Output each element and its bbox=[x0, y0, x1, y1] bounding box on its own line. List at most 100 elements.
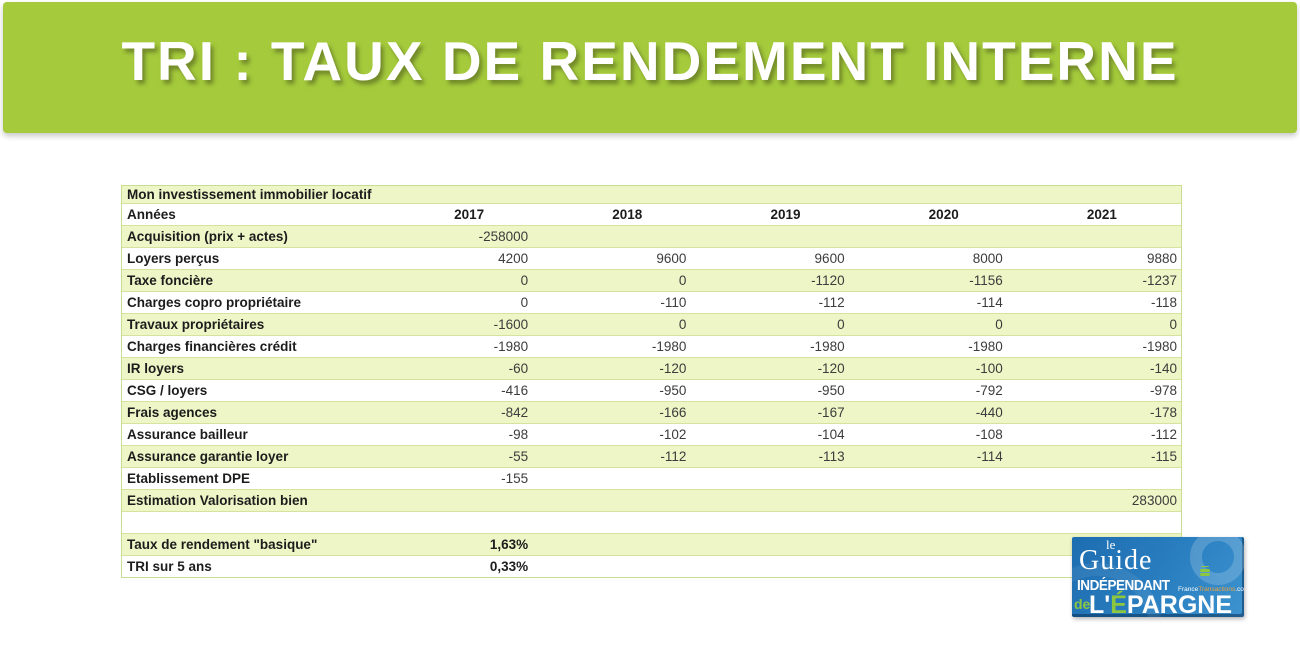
cell-value: -258000 bbox=[478, 229, 529, 244]
summary-label: Taux de rendement "basique" bbox=[127, 537, 318, 552]
spacer-row bbox=[122, 512, 1181, 534]
logo-ring-decor bbox=[1190, 537, 1244, 585]
cell-value: 0 bbox=[1169, 317, 1177, 332]
cell-value: -1600 bbox=[493, 317, 529, 332]
cell-value: 0 bbox=[837, 317, 845, 332]
cell-value: -792 bbox=[975, 383, 1003, 398]
cell-value: -1980 bbox=[968, 339, 1003, 354]
logo-le-label: le bbox=[1106, 537, 1116, 552]
cell-value: -166 bbox=[659, 405, 687, 420]
cell-value: -115 bbox=[1150, 449, 1177, 464]
cell-value: -950 bbox=[659, 383, 687, 398]
column-header-annees: Années bbox=[127, 207, 176, 222]
row-label: CSG / loyers bbox=[127, 383, 208, 398]
logo-epargne-l: L' bbox=[1089, 591, 1111, 617]
cell-value: -112 bbox=[1150, 427, 1177, 442]
summary-row: Taux de rendement "basique" 1,63% bbox=[122, 534, 1181, 556]
cell-value: -98 bbox=[508, 427, 529, 442]
cell-value: -114 bbox=[976, 449, 1003, 464]
cell-value: 9880 bbox=[1146, 251, 1177, 266]
summary-row: TRI sur 5 ans 0,33% bbox=[122, 556, 1181, 577]
table-row: Etablissement DPE -155 bbox=[122, 468, 1181, 490]
row-label: Taxe foncière bbox=[127, 273, 214, 288]
cell-value: -112 bbox=[660, 449, 687, 464]
row-label: IR loyers bbox=[127, 361, 185, 376]
row-label: Estimation Valorisation bien bbox=[127, 493, 308, 508]
cell-value: -1120 bbox=[811, 273, 845, 288]
cell-value: -416 bbox=[501, 383, 529, 398]
cell-value: -1980 bbox=[493, 339, 529, 354]
year-header: 2020 bbox=[928, 207, 959, 222]
row-label: Loyers perçus bbox=[127, 251, 220, 266]
table-row: Acquisition (prix + actes) -258000 bbox=[122, 226, 1181, 248]
cell-value: -167 bbox=[817, 405, 845, 420]
logo-guide-label: Guide bbox=[1079, 545, 1153, 576]
table-row: IR loyers -60 -120 -120 -100 -140 bbox=[122, 358, 1181, 380]
title-banner: TRI : TAUX DE RENDEMENT INTERNE bbox=[3, 2, 1297, 133]
cell-value: -140 bbox=[1149, 361, 1177, 376]
table-title-row: Mon investissement immobilier locatif bbox=[122, 186, 1181, 204]
cell-value: 4200 bbox=[498, 251, 529, 266]
logo-coins-icon bbox=[1200, 573, 1210, 576]
cell-value: -100 bbox=[975, 361, 1003, 376]
summary-value: 0,33% bbox=[489, 559, 529, 574]
row-label: Charges copro propriétaire bbox=[127, 295, 302, 310]
cell-value: -110 bbox=[660, 295, 687, 310]
investment-table: Mon investissement immobilier locatif Ann… bbox=[121, 185, 1182, 578]
table-row: Estimation Valorisation bien 283000 bbox=[122, 490, 1181, 512]
cell-value: -104 bbox=[817, 427, 845, 442]
row-label: Assurance garantie loyer bbox=[127, 449, 289, 464]
cell-value: 0 bbox=[520, 273, 529, 288]
cell-value: -120 bbox=[659, 361, 687, 376]
year-header: 2021 bbox=[1086, 207, 1117, 222]
summary-value: 1,63% bbox=[489, 537, 529, 552]
cell-value: 283000 bbox=[1131, 493, 1177, 508]
row-label: Acquisition (prix + actes) bbox=[127, 229, 288, 244]
table-row: Frais agences -842 -166 -167 -440 -178 bbox=[122, 402, 1181, 424]
cell-value: -178 bbox=[1149, 405, 1177, 420]
cell-value: -120 bbox=[817, 361, 845, 376]
table-row: Travaux propriétaires -1600 0 0 0 0 bbox=[122, 314, 1181, 336]
cell-value: -60 bbox=[508, 361, 529, 376]
cell-value: -1237 bbox=[1142, 273, 1177, 288]
table-header-row: Années 2017 2018 2019 2020 2021 bbox=[122, 204, 1181, 226]
logo-de-label: de bbox=[1074, 596, 1091, 612]
table-row: Charges copro propriétaire 0 -110 -112 -114 -… bbox=[122, 292, 1181, 314]
cell-value: 9600 bbox=[814, 251, 845, 266]
summary-label: TRI sur 5 ans bbox=[127, 559, 212, 574]
year-header: 2017 bbox=[454, 207, 485, 222]
year-header: 2019 bbox=[770, 207, 801, 222]
table-row: Taxe foncière 0 0 -1120 -1156 -1237 bbox=[122, 270, 1181, 292]
cell-value: -1980 bbox=[810, 339, 845, 354]
row-label: Charges financières crédit bbox=[127, 339, 297, 354]
cell-value: -842 bbox=[501, 405, 529, 420]
cell-value: 0 bbox=[995, 317, 1003, 332]
table-row: Loyers perçus 4200 9600 9600 8000 9880 bbox=[122, 248, 1181, 270]
table-row: Charges financières crédit -1980 -1980 -198… bbox=[122, 336, 1181, 358]
cell-value: -113 bbox=[818, 449, 845, 464]
logo-site-france: France bbox=[1178, 586, 1199, 593]
cell-value: -108 bbox=[975, 427, 1003, 442]
logo-epargne-rest: PARGNE bbox=[1126, 591, 1233, 617]
cell-value: -118 bbox=[1150, 295, 1177, 310]
cell-value: -112 bbox=[818, 295, 845, 310]
logo-epargne-accent-e: É bbox=[1110, 591, 1127, 617]
cell-value: -155 bbox=[501, 471, 529, 486]
cell-value: 0 bbox=[678, 273, 687, 288]
cell-value: -1980 bbox=[1142, 339, 1177, 354]
cell-value: -1980 bbox=[651, 339, 687, 354]
cell-value: -440 bbox=[975, 405, 1003, 420]
page-title: TRI : TAUX DE RENDEMENT INTERNE bbox=[121, 30, 1179, 92]
year-header: 2018 bbox=[612, 207, 643, 222]
logo-site-com: .com bbox=[1235, 586, 1244, 593]
cell-value: -102 bbox=[659, 427, 687, 442]
cell-value: -114 bbox=[976, 295, 1003, 310]
logo-site-url: FranceTransactions.com bbox=[1178, 586, 1244, 593]
table-row: Assurance bailleur -98 -102 -104 -108 -112 bbox=[122, 424, 1181, 446]
guide-epargne-logo: le Guide INDÉPENDANT FranceTransactions.… bbox=[1072, 537, 1244, 617]
row-label: Frais agences bbox=[127, 405, 218, 420]
row-label: Assurance bailleur bbox=[127, 427, 248, 442]
cell-value: 0 bbox=[520, 295, 529, 310]
cell-value: 0 bbox=[678, 317, 687, 332]
cell-value: -950 bbox=[817, 383, 845, 398]
